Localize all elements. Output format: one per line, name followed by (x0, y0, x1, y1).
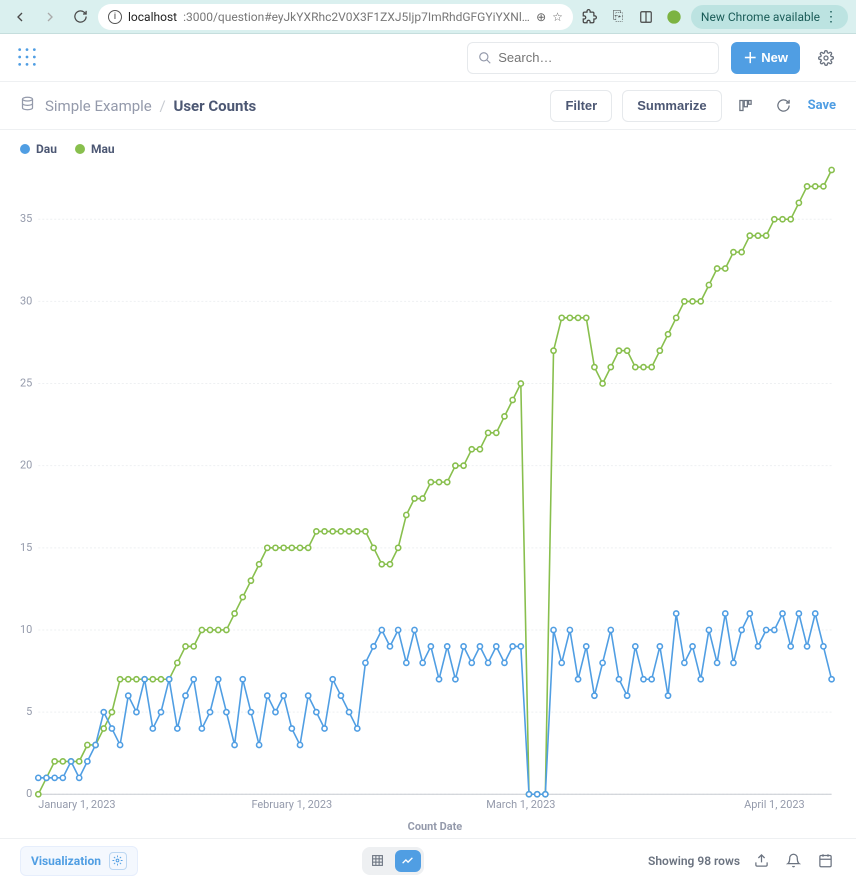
breadcrumb-db[interactable]: Simple Example (45, 97, 152, 115)
search-icon (478, 51, 492, 65)
svg-text:0: 0 (26, 787, 32, 800)
refresh-icon[interactable] (770, 92, 798, 120)
table-view-toggle[interactable] (365, 850, 391, 872)
visualization-label: Visualization (31, 854, 101, 868)
svg-text:20: 20 (20, 459, 32, 472)
panel-icon[interactable] (635, 6, 657, 28)
svg-text:April 1, 2023: April 1, 2023 (744, 798, 805, 811)
reload-button[interactable] (68, 5, 92, 29)
back-button[interactable] (8, 5, 32, 29)
search-input[interactable] (498, 50, 708, 65)
legend-dot (20, 144, 30, 154)
legend-label: Mau (91, 142, 115, 156)
svg-text:30: 30 (20, 294, 32, 307)
legend-label: Dau (36, 142, 57, 156)
legend-dot (75, 144, 85, 154)
logo-icon[interactable] (16, 46, 40, 70)
legend: Dau Mau (0, 130, 856, 160)
gear-icon[interactable] (812, 44, 840, 72)
chart-svg: 0 5 10 15 20 25 30 35 January 1, 2023 February 1,… (8, 164, 844, 838)
svg-text:January 1, 2023: January 1, 2023 (38, 798, 115, 811)
svg-text:15: 15 (20, 541, 32, 554)
new-button[interactable]: ＋New (731, 42, 800, 74)
chart-view-toggle[interactable] (395, 850, 421, 872)
editor-icon[interactable] (732, 92, 760, 120)
url-host: localhost (128, 10, 177, 24)
new-button-label: New (761, 50, 788, 65)
visualization-settings-icon[interactable] (109, 852, 127, 870)
download-icon[interactable] (750, 850, 772, 872)
chrome-update-chip[interactable]: New Chrome available⋮ (691, 5, 848, 29)
star-icon[interactable]: ☆ (552, 10, 563, 24)
summarize-button[interactable]: Summarize (622, 90, 721, 122)
calendar-icon[interactable] (814, 850, 836, 872)
url-path: :3000/question#eyJkYXRhc2V0X3F1ZXJ5Ijp7I… (183, 10, 530, 24)
svg-text:March 1, 2023: March 1, 2023 (486, 798, 555, 811)
url-bar[interactable]: i localhost :3000/question#eyJkYXRhc2V0X3… (98, 4, 573, 30)
save-button[interactable]: Save (808, 98, 836, 113)
visualization-chip[interactable]: Visualization (20, 846, 138, 876)
breadcrumb-current: User Counts (173, 97, 256, 115)
svg-text:Count Date: Count Date (408, 820, 463, 833)
svg-text:5: 5 (26, 705, 32, 718)
browser-chrome: i localhost :3000/question#eyJkYXRhc2V0X3… (0, 0, 856, 34)
translate-icon[interactable]: ⊕ (536, 10, 546, 24)
breadcrumb: Simple Example / User Counts (45, 97, 256, 115)
search-input-wrap[interactable] (467, 42, 719, 74)
svg-text:25: 25 (20, 377, 32, 390)
filter-button[interactable]: Filter (550, 90, 612, 122)
bell-icon[interactable] (782, 850, 804, 872)
page-header: Simple Example / User Counts Filter Summ… (0, 82, 856, 130)
chart: 0 5 10 15 20 25 30 35 January 1, 2023 February 1,… (0, 160, 856, 838)
database-icon (20, 96, 35, 115)
svg-text:35: 35 (20, 212, 32, 225)
row-count: Showing 98 rows (648, 854, 740, 868)
legend-item[interactable]: Dau (20, 142, 57, 156)
profile-icon[interactable] (663, 6, 685, 28)
view-toggle (362, 847, 424, 875)
app-header: ＋New (0, 34, 856, 82)
bookmarks-icon[interactable]: ⎘ (607, 6, 629, 28)
site-info-icon: i (108, 10, 122, 24)
legend-item[interactable]: Mau (75, 142, 115, 156)
extensions-icon[interactable] (579, 6, 601, 28)
svg-text:10: 10 (20, 623, 32, 636)
svg-text:February 1, 2023: February 1, 2023 (251, 798, 332, 811)
chrome-update-label: New Chrome available (701, 10, 820, 24)
forward-button[interactable] (38, 5, 62, 29)
footer: Visualization Showing 98 rows (0, 838, 856, 882)
